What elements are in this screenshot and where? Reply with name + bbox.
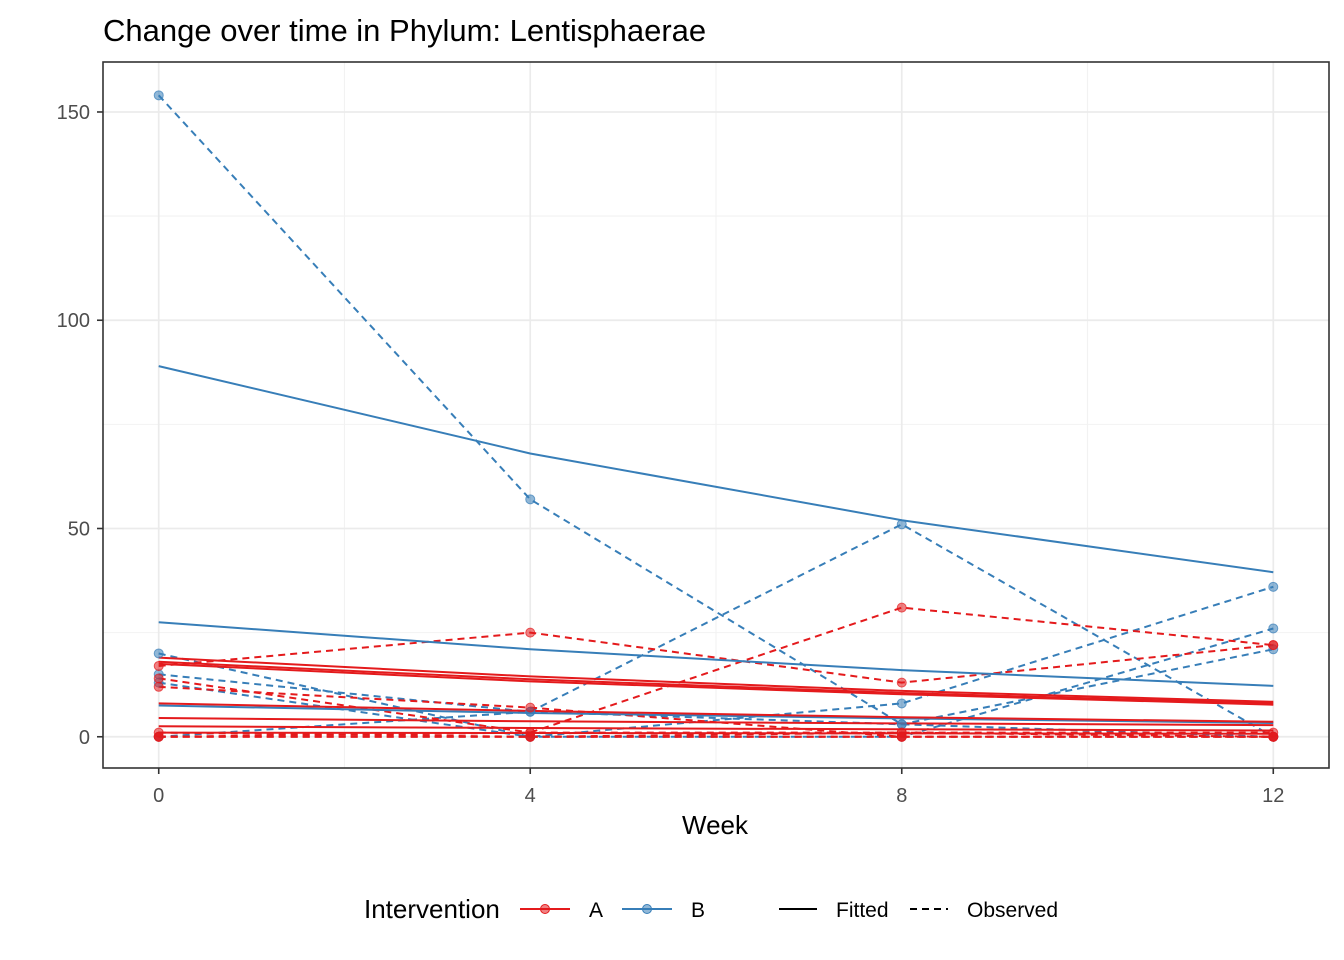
data-point-B [525, 494, 536, 505]
data-point-A [1268, 640, 1279, 651]
fitted-series-line-A [158, 717, 1274, 727]
fitted-series-line-A [158, 662, 1274, 706]
data-point-A [153, 731, 164, 742]
fitted-series-line-A [158, 731, 1274, 735]
observed-series-line-B [158, 523, 1274, 738]
legend: Intervention A B Fitted Observed [364, 894, 1058, 924]
fitted-series-line-A [158, 660, 1274, 705]
data-point-B [1268, 581, 1279, 592]
data-point-B [896, 719, 907, 730]
legend-label-B: B [691, 899, 705, 922]
data-point-B [153, 90, 164, 101]
data-point-A [1268, 727, 1279, 738]
observed-series-line-B [158, 627, 1274, 738]
fitted-series-line-B [158, 365, 1274, 574]
fitted-series-line-A [158, 725, 1274, 732]
observed-series-line-A [158, 631, 1274, 684]
chart-title: Change over time in Phylum: Lentisphaera… [103, 13, 706, 48]
fitted-series-line-A [158, 702, 1274, 723]
x-tick-label: 8 [896, 785, 907, 807]
plot-panel [102, 61, 1330, 769]
observed-series-line-A [158, 731, 1274, 738]
data-point-B [896, 698, 907, 709]
data-point-B [896, 519, 907, 530]
fitted-series-line-B [158, 704, 1274, 724]
data-point-A [525, 627, 536, 638]
data-point-A [525, 731, 536, 742]
fitted-series-line-A [158, 656, 1274, 703]
observed-series-line-A [158, 731, 1274, 738]
x-tick-label: 0 [153, 785, 164, 807]
data-point-A [153, 673, 164, 684]
data-point-A [525, 702, 536, 713]
data-point-A [153, 681, 164, 692]
legend-label-observed: Observed [967, 899, 1058, 922]
legend-label-A: A [589, 899, 603, 922]
y-tick-label: 150 [57, 102, 90, 124]
fitted-series-line-B [158, 621, 1274, 687]
axes: 0 4 8 12 0 50 100 150 [57, 102, 1285, 807]
observed-series-line-B [158, 585, 1274, 738]
y-tick-label: 100 [57, 310, 90, 332]
x-tick-label: 12 [1262, 785, 1284, 807]
y-tick-label: 0 [79, 727, 90, 749]
x-tick-label: 4 [525, 785, 536, 807]
observed-series-line-B [158, 648, 1274, 726]
x-axis-title: Week [682, 810, 749, 840]
panel-border [102, 61, 1330, 769]
legend-key-point-A [540, 904, 550, 914]
legend-title: Intervention [364, 894, 500, 924]
data-point-B [1268, 623, 1279, 634]
legend-label-fitted: Fitted [836, 899, 889, 922]
legend-key-point-B [642, 904, 652, 914]
data-point-A [896, 677, 907, 688]
data-point-A [896, 727, 907, 738]
data-point-B [153, 648, 164, 659]
y-tick-label: 50 [68, 519, 90, 541]
data-point-A [153, 660, 164, 671]
data-point-A [896, 602, 907, 613]
